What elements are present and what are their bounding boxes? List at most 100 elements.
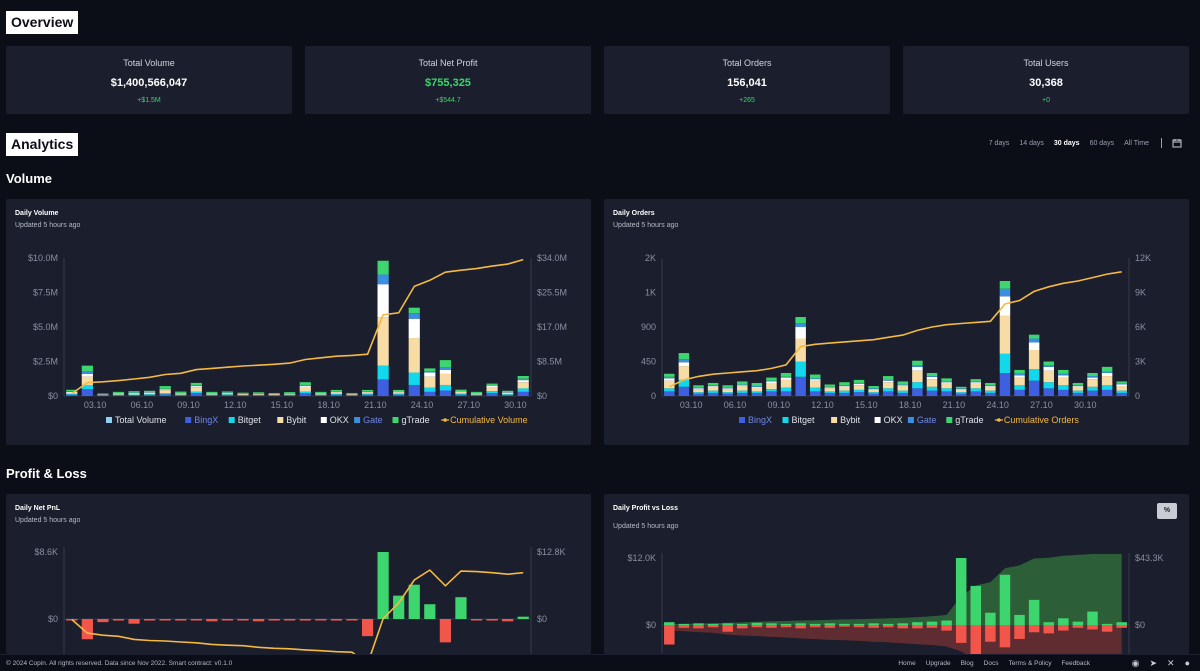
bar-segment-bybit (1014, 377, 1025, 386)
x-tick-label: 12.10 (224, 400, 247, 410)
bar-segment-gtrade (707, 382, 719, 386)
stat-title: Total Orders (722, 58, 772, 68)
stat-value: 30,368 (1029, 77, 1063, 89)
percent-toggle-button[interactable]: % (1157, 503, 1177, 519)
bar-segment-bingx (66, 394, 78, 396)
range-60-days[interactable]: 60 days (1089, 139, 1115, 147)
profit-bar (824, 623, 836, 625)
bar-segment-bitget (809, 387, 821, 392)
daily-profit-loss-chart: $12.0K $0 $43.3K $0 (627, 553, 1164, 654)
bar-segment-gate (1116, 383, 1127, 385)
calendar-icon[interactable] (1172, 138, 1182, 148)
legend-label: Bitget (792, 415, 816, 425)
bar-segment-okx (1072, 386, 1084, 387)
github-icon[interactable]: ● (1184, 658, 1190, 668)
footer-link-upgrade[interactable]: Upgrade (925, 660, 951, 667)
x-tick-label: 18.10 (317, 400, 340, 410)
profit-bar (955, 558, 967, 625)
bar-segment-bingx (1101, 389, 1113, 396)
bar-segment-gate (1028, 338, 1040, 343)
range-30-days[interactable]: 30 days (1053, 139, 1080, 147)
legend-label: OKX (330, 415, 349, 425)
legend-swatch-dot (443, 418, 447, 422)
bar-segment-bitget (664, 388, 675, 392)
y-tick-label: $0 (48, 614, 58, 624)
bar-segment-bitget (839, 390, 850, 393)
bar-segment-bingx (175, 395, 187, 396)
overview-label: Overview (6, 11, 79, 34)
bar-segment-bitget (330, 393, 343, 395)
bar-segment-bitget (824, 391, 836, 393)
bar-segment-bybit (330, 392, 343, 394)
footer-link-blog[interactable]: Blog (960, 660, 974, 667)
profit-bar (926, 621, 938, 625)
loss-bar (824, 625, 836, 628)
bar-segment-okx (722, 388, 733, 390)
bar-segment-bingx (206, 395, 218, 396)
range-7-days[interactable]: 7 days (988, 139, 1010, 147)
bar-segment-bingx (809, 391, 821, 396)
bar-segment-gtrade (693, 385, 704, 388)
bar-segment-bybit (221, 393, 234, 395)
bar-segment-okx (809, 379, 821, 381)
bar-segment-gtrade (361, 389, 374, 392)
bar-segment-gtrade (424, 368, 436, 372)
loss-bar (268, 619, 280, 621)
profit-bar (424, 604, 436, 619)
bar-segment-gtrade (470, 391, 483, 393)
legend-label: gTrade (955, 415, 983, 425)
range-all-time[interactable]: All Time (1124, 139, 1149, 147)
loss-bar (1043, 625, 1054, 634)
bar-segment-bybit (517, 382, 529, 389)
cumulative-line (71, 569, 524, 654)
bar-segment-gtrade (112, 391, 125, 393)
loss-bar (868, 625, 879, 628)
telegram-icon[interactable]: ➤ (1149, 658, 1158, 668)
bar-segment-okx (81, 373, 93, 377)
bar-segment-bybit (868, 389, 879, 393)
bar-segment-bybit (361, 392, 374, 394)
bar-segment-bybit (839, 386, 850, 391)
loss-bar (190, 619, 202, 621)
profit-bar (722, 623, 733, 625)
bar-segment-bingx (868, 393, 879, 396)
loss-bar (1058, 625, 1069, 631)
x-tick-label: 27.10 (1030, 400, 1053, 410)
bar-segment-bybit (377, 317, 389, 366)
discord-icon[interactable]: ◉ (1131, 658, 1140, 668)
bar-segment-bybit (912, 370, 923, 383)
profit-bar (766, 623, 777, 625)
bar-segment-bingx (1028, 380, 1040, 396)
profit-bar (868, 623, 879, 625)
y2-tick-label: 9K (1135, 288, 1146, 298)
bar-segment-gtrade (128, 391, 140, 393)
bar-segment-bybit (486, 387, 498, 392)
bar-segment-bitget (693, 392, 704, 394)
footer-link-terms[interactable]: Terms & Policy (1008, 660, 1052, 667)
range-14-days[interactable]: 14 days (1019, 139, 1044, 147)
footer-link-feedback[interactable]: Feedback (1061, 660, 1090, 667)
bar-segment-gate (664, 376, 675, 379)
footer-link-docs[interactable]: Docs (983, 660, 999, 667)
bar-segment-gate (868, 388, 879, 390)
bar-segment-okx (999, 296, 1011, 316)
bar-segment-okx (190, 386, 202, 388)
bar-segment-bitget (112, 394, 125, 396)
profit-bar (970, 585, 982, 625)
profit-bar (1058, 618, 1069, 625)
bar-segment-gate (1072, 385, 1084, 387)
bar-segment-okx (941, 382, 952, 384)
bar-segment-okx (737, 385, 748, 387)
bar-segment-bybit (737, 386, 748, 391)
bar-segment-bingx (795, 376, 806, 396)
footer-link-home[interactable]: Home (898, 660, 916, 667)
x-icon[interactable]: ✕ (1167, 658, 1175, 668)
bar-segment-bingx (299, 393, 311, 396)
bar-segment-okx (707, 386, 719, 387)
profit-loss-heading: Profit & Loss (6, 466, 87, 481)
y-tick-label: $0 (646, 620, 656, 630)
bar-segment-bitget (882, 388, 894, 392)
profit-bar (999, 574, 1011, 625)
bar-segment-bybit (346, 394, 358, 395)
bar-segment-bingx (128, 395, 140, 396)
